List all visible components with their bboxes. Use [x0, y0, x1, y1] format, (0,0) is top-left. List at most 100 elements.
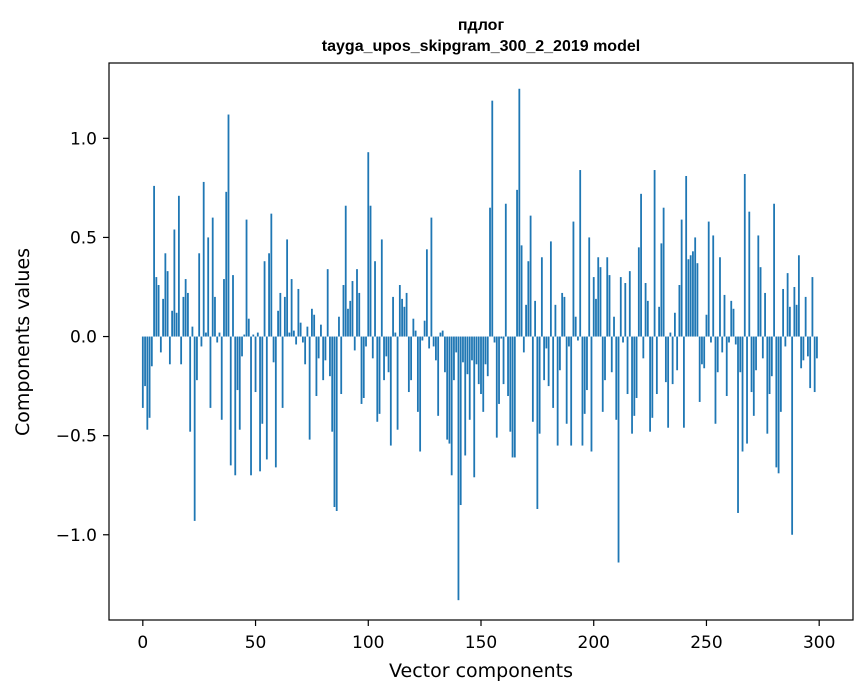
bar-component-150 — [480, 336, 482, 395]
bar-component-134 — [444, 336, 446, 373]
bar-component-95 — [356, 269, 358, 337]
bar-component-118 — [407, 336, 410, 393]
bar-component-47 — [247, 318, 250, 337]
bar-component-149 — [477, 336, 480, 385]
x-tick-label: 100 — [352, 633, 384, 653]
bar-component-243 — [689, 255, 692, 337]
bar-component-257 — [721, 336, 724, 353]
bar-component-253 — [712, 235, 715, 337]
bar-component-127 — [428, 336, 431, 349]
bar-component-35 — [220, 336, 223, 420]
bar-component-298 — [813, 336, 816, 393]
bar-component-263 — [734, 336, 737, 345]
bar-component-44 — [241, 336, 243, 357]
bar-component-5 — [153, 185, 155, 337]
bar-component-3 — [148, 336, 151, 418]
bar-component-170 — [525, 304, 527, 337]
x-axis-ticks: 0 50 100 150 200 250 300 — [137, 620, 835, 653]
bar-component-182 — [552, 336, 555, 408]
bar-component-274 — [759, 267, 762, 337]
bar-component-179 — [545, 336, 548, 349]
bar-component-139 — [455, 336, 458, 353]
bar-component-68 — [295, 336, 298, 345]
bar-component-291 — [797, 255, 800, 337]
bar-component-296 — [809, 336, 812, 389]
bar-component-41 — [234, 336, 237, 476]
bar-component-112 — [394, 332, 397, 337]
bar-component-236 — [673, 312, 676, 337]
bar-component-14 — [173, 229, 176, 337]
bar-component-36 — [223, 279, 225, 337]
bar-component-201 — [595, 298, 597, 337]
bar-component-169 — [522, 336, 525, 353]
bar-component-54 — [263, 261, 266, 337]
bar-component-162 — [507, 336, 509, 397]
bar-component-132 — [439, 332, 442, 337]
bar-component-287 — [788, 306, 791, 337]
bar-component-220 — [637, 247, 640, 337]
bar-component-146 — [471, 336, 473, 361]
bar-component-181 — [549, 241, 552, 337]
bar-component-116 — [403, 306, 406, 337]
bar-component-240 — [683, 336, 685, 428]
bar-component-16 — [177, 195, 180, 337]
bar-component-151 — [482, 336, 485, 412]
bar-component-273 — [757, 235, 760, 337]
bar-component-180 — [547, 336, 550, 387]
bar-component-252 — [710, 336, 712, 343]
bar-component-248 — [701, 336, 703, 365]
bar-component-99 — [365, 336, 367, 347]
bar-component-261 — [730, 300, 733, 337]
x-tick-label: 200 — [578, 633, 610, 653]
bar-component-160 — [502, 336, 505, 385]
bar-component-215 — [626, 336, 629, 395]
bar-component-74 — [308, 336, 311, 440]
bar-component-229 — [658, 306, 661, 337]
bar-component-27 — [202, 181, 205, 337]
bar-component-202 — [597, 257, 600, 337]
bar-component-210 — [615, 336, 618, 420]
bar-component-159 — [500, 336, 503, 339]
y-tick-label: −1.0 — [56, 526, 97, 546]
bar-component-62 — [281, 336, 284, 408]
bar-component-167 — [518, 88, 521, 337]
x-tick-label: 250 — [690, 633, 722, 653]
bar-component-141 — [459, 336, 462, 506]
bar-component-133 — [441, 330, 444, 337]
bar-component-214 — [624, 283, 627, 337]
bar-component-25 — [198, 253, 201, 337]
bar-component-297 — [811, 277, 814, 337]
bar-component-280 — [773, 203, 775, 337]
bar-component-165 — [513, 336, 516, 458]
bar-component-195 — [581, 336, 584, 446]
bar-component-90 — [344, 205, 347, 337]
bar-component-193 — [577, 336, 579, 341]
x-tick-label: 50 — [245, 633, 267, 653]
bar-component-262 — [732, 308, 735, 337]
bar-component-288 — [791, 336, 794, 535]
bar-component-173 — [531, 336, 534, 422]
bar-component-282 — [777, 336, 780, 474]
bar-component-226 — [651, 336, 654, 418]
bar-component-147 — [473, 336, 476, 478]
bar-component-131 — [437, 336, 440, 416]
bar-component-93 — [351, 281, 354, 337]
bar-component-117 — [405, 292, 408, 337]
x-axis-label: Vector components — [389, 660, 573, 682]
bar-component-271 — [752, 336, 755, 416]
bar-component-211 — [617, 336, 620, 563]
bar-component-281 — [775, 336, 778, 468]
bar-component-10 — [164, 253, 167, 337]
bar-component-89 — [342, 285, 345, 337]
bar-component-39 — [229, 336, 232, 466]
bar-component-23 — [193, 336, 196, 521]
bar-component-269 — [748, 211, 751, 337]
bar-component-289 — [793, 286, 796, 337]
bar-component-209 — [613, 316, 615, 337]
bar-component-267 — [743, 174, 746, 337]
bar-component-84 — [331, 336, 334, 432]
bar-component-31 — [211, 217, 214, 337]
bar-component-11 — [166, 271, 169, 337]
bar-component-190 — [570, 336, 573, 446]
bar-component-4 — [150, 336, 153, 367]
